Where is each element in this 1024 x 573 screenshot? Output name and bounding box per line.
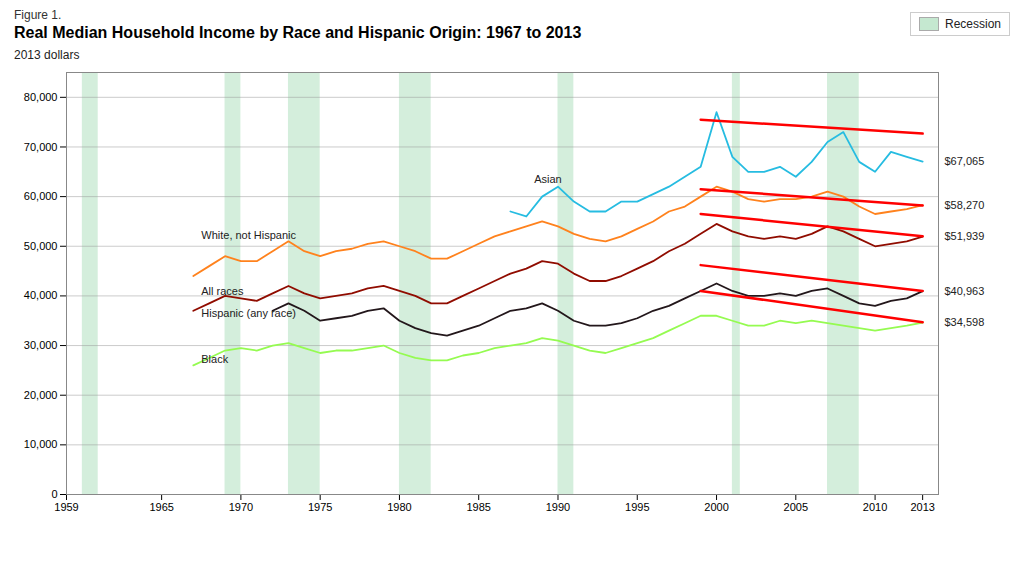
svg-text:10,000: 10,000 xyxy=(24,438,58,450)
html-text:Real Median Household Income b: Real Median Household Income by Race and… xyxy=(14,24,582,41)
svg-text:$58,270: $58,270 xyxy=(945,199,985,211)
svg-text:$40,963: $40,963 xyxy=(945,285,985,297)
svg-text:30,000: 30,000 xyxy=(24,339,58,351)
svg-text:White, not Hispanic: White, not Hispanic xyxy=(201,229,296,241)
svg-text:$67,065: $67,065 xyxy=(945,155,985,167)
html-text:2013 dollars: 2013 dollars xyxy=(14,48,80,62)
html-text:Figure 1.: Figure 1. xyxy=(14,8,62,22)
svg-text:All races: All races xyxy=(201,285,244,297)
svg-text:1990: 1990 xyxy=(546,501,570,513)
svg-text:2005: 2005 xyxy=(784,501,808,513)
html-text:Recession: Recession xyxy=(945,17,1001,31)
svg-text:Hispanic (any race): Hispanic (any race) xyxy=(201,307,296,319)
svg-text:2013: 2013 xyxy=(910,501,934,513)
svg-text:1980: 1980 xyxy=(387,501,411,513)
svg-text:20,000: 20,000 xyxy=(24,389,58,401)
svg-text:$51,939: $51,939 xyxy=(945,230,985,242)
svg-text:Black: Black xyxy=(201,353,228,365)
svg-text:2010: 2010 xyxy=(863,501,887,513)
svg-text:1985: 1985 xyxy=(466,501,490,513)
svg-text:1995: 1995 xyxy=(625,501,649,513)
svg-text:80,000: 80,000 xyxy=(24,91,58,103)
svg-text:1970: 1970 xyxy=(229,501,253,513)
svg-text:70,000: 70,000 xyxy=(24,140,58,152)
svg-text:0: 0 xyxy=(51,488,57,500)
svg-text:50,000: 50,000 xyxy=(24,240,58,252)
svg-text:Asian: Asian xyxy=(534,173,562,185)
svg-text:1959: 1959 xyxy=(54,501,78,513)
svg-text:60,000: 60,000 xyxy=(24,190,58,202)
svg-text:$34,598: $34,598 xyxy=(945,316,985,328)
svg-text:2000: 2000 xyxy=(704,501,728,513)
svg-text:40,000: 40,000 xyxy=(24,289,58,301)
svg-text:1965: 1965 xyxy=(149,501,173,513)
svg-text:1975: 1975 xyxy=(308,501,332,513)
